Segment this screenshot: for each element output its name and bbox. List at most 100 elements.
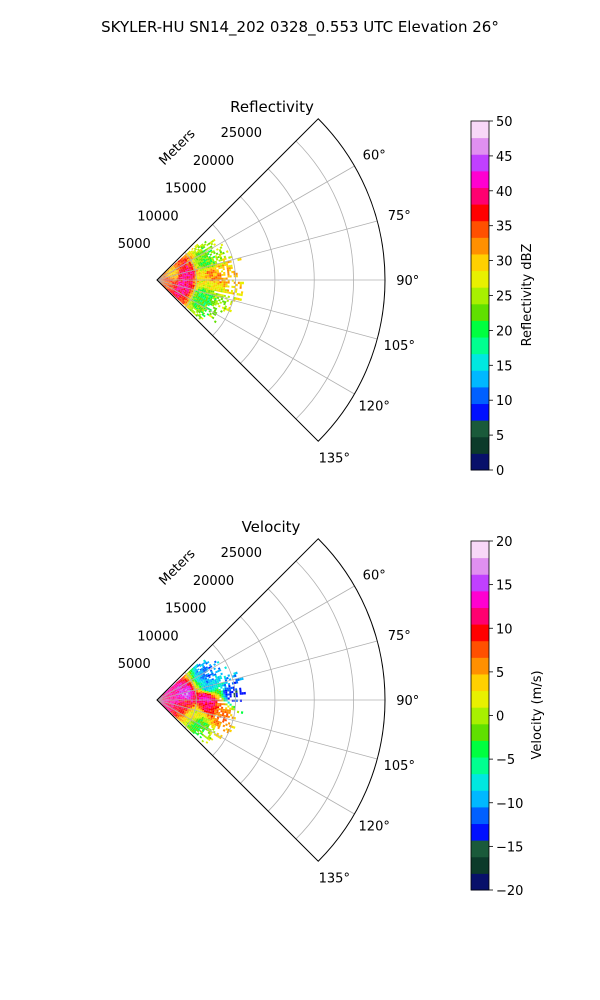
range-bin [210,705,214,708]
range-bin [170,687,173,690]
range-bin [186,273,189,275]
range-bin [209,701,212,703]
range-bin [212,715,216,718]
range-bin [197,257,201,260]
range-bin [198,311,201,314]
range-bin [170,708,172,710]
range-bin [164,285,166,288]
range-bin [161,276,164,278]
range-bin [200,243,204,246]
radial-tick-label: 15000 [165,602,206,617]
range-bin [220,708,223,711]
range-bin [202,708,205,711]
range-bin [206,251,209,254]
range-bin [168,706,171,708]
range-bin [183,677,186,680]
range-bin [190,697,193,699]
range-bin [199,668,202,671]
range-bin [205,678,208,682]
range-bin [176,289,179,291]
range-bin [170,711,173,713]
range-bin [182,718,185,721]
range-bin [184,694,187,696]
range-bin [168,277,171,279]
range-bin [194,712,197,715]
range-bin [202,693,205,695]
range-bin [161,283,163,285]
range-bin [196,726,199,729]
range-bin [198,718,202,721]
range-bin [193,670,197,674]
range-bin [188,275,191,277]
range-bin [188,681,191,684]
range-bin [216,689,219,692]
range-bin [208,709,211,712]
range-bin [196,271,199,274]
range-bin [211,266,215,269]
range-bin [202,669,206,673]
velocity-tick-labels: 50001000015000200002500060°75°90°105°120… [118,546,420,886]
range-bin [194,306,197,309]
range-bin [186,278,189,279]
range-bin [170,276,173,278]
range-bin [214,307,218,310]
range-bin [184,719,187,722]
range-bin [171,706,174,708]
range-bin [163,286,166,288]
range-bin [182,268,185,270]
range-bin [171,709,174,711]
range-bin [208,705,211,708]
range-bin [176,690,180,693]
range-bin [178,278,181,280]
range-bin [164,693,167,695]
range-bin [223,287,226,290]
range-bin [188,273,191,275]
range-bin [173,693,176,695]
range-bin [219,713,222,717]
colorbar-swatch [471,386,489,405]
range-bin [168,697,171,698]
range-bin [186,687,189,690]
range-bin [239,677,242,681]
range-bin [196,702,199,704]
range-bin [197,673,201,676]
range-bin [178,276,181,278]
range-bin [202,273,205,275]
range-bin [184,711,187,714]
range-bin [173,692,176,695]
range-bin [233,672,236,675]
range-bin [196,704,199,706]
range-bin [210,271,213,274]
range-bin [161,277,164,279]
range-bin [170,271,173,274]
range-bin [170,281,173,282]
range-bin [233,296,236,300]
range-bin [167,694,170,696]
range-bin [195,715,198,718]
range-bin [203,727,206,730]
range-bin [187,714,190,717]
range-bin [175,294,178,296]
range-bin [213,251,216,255]
range-bin [196,729,200,733]
range-bin [207,718,210,722]
range-bin [204,683,208,686]
range-bin [198,313,202,316]
colorbar-swatch [471,840,489,858]
range-bin [191,303,194,306]
range-bin [188,283,191,285]
range-bin [222,710,225,713]
range-bin [192,253,196,256]
range-bin [209,278,212,280]
range-bin [195,708,199,711]
range-bin [175,263,178,266]
range-bin [199,296,203,299]
range-bin [235,688,238,691]
radial-tick-label: 15000 [165,182,206,197]
range-bin [184,291,187,293]
range-bin [201,289,205,292]
range-bin [192,284,195,287]
range-bin [206,294,210,297]
range-bin [192,282,195,284]
range-bin [184,268,187,270]
